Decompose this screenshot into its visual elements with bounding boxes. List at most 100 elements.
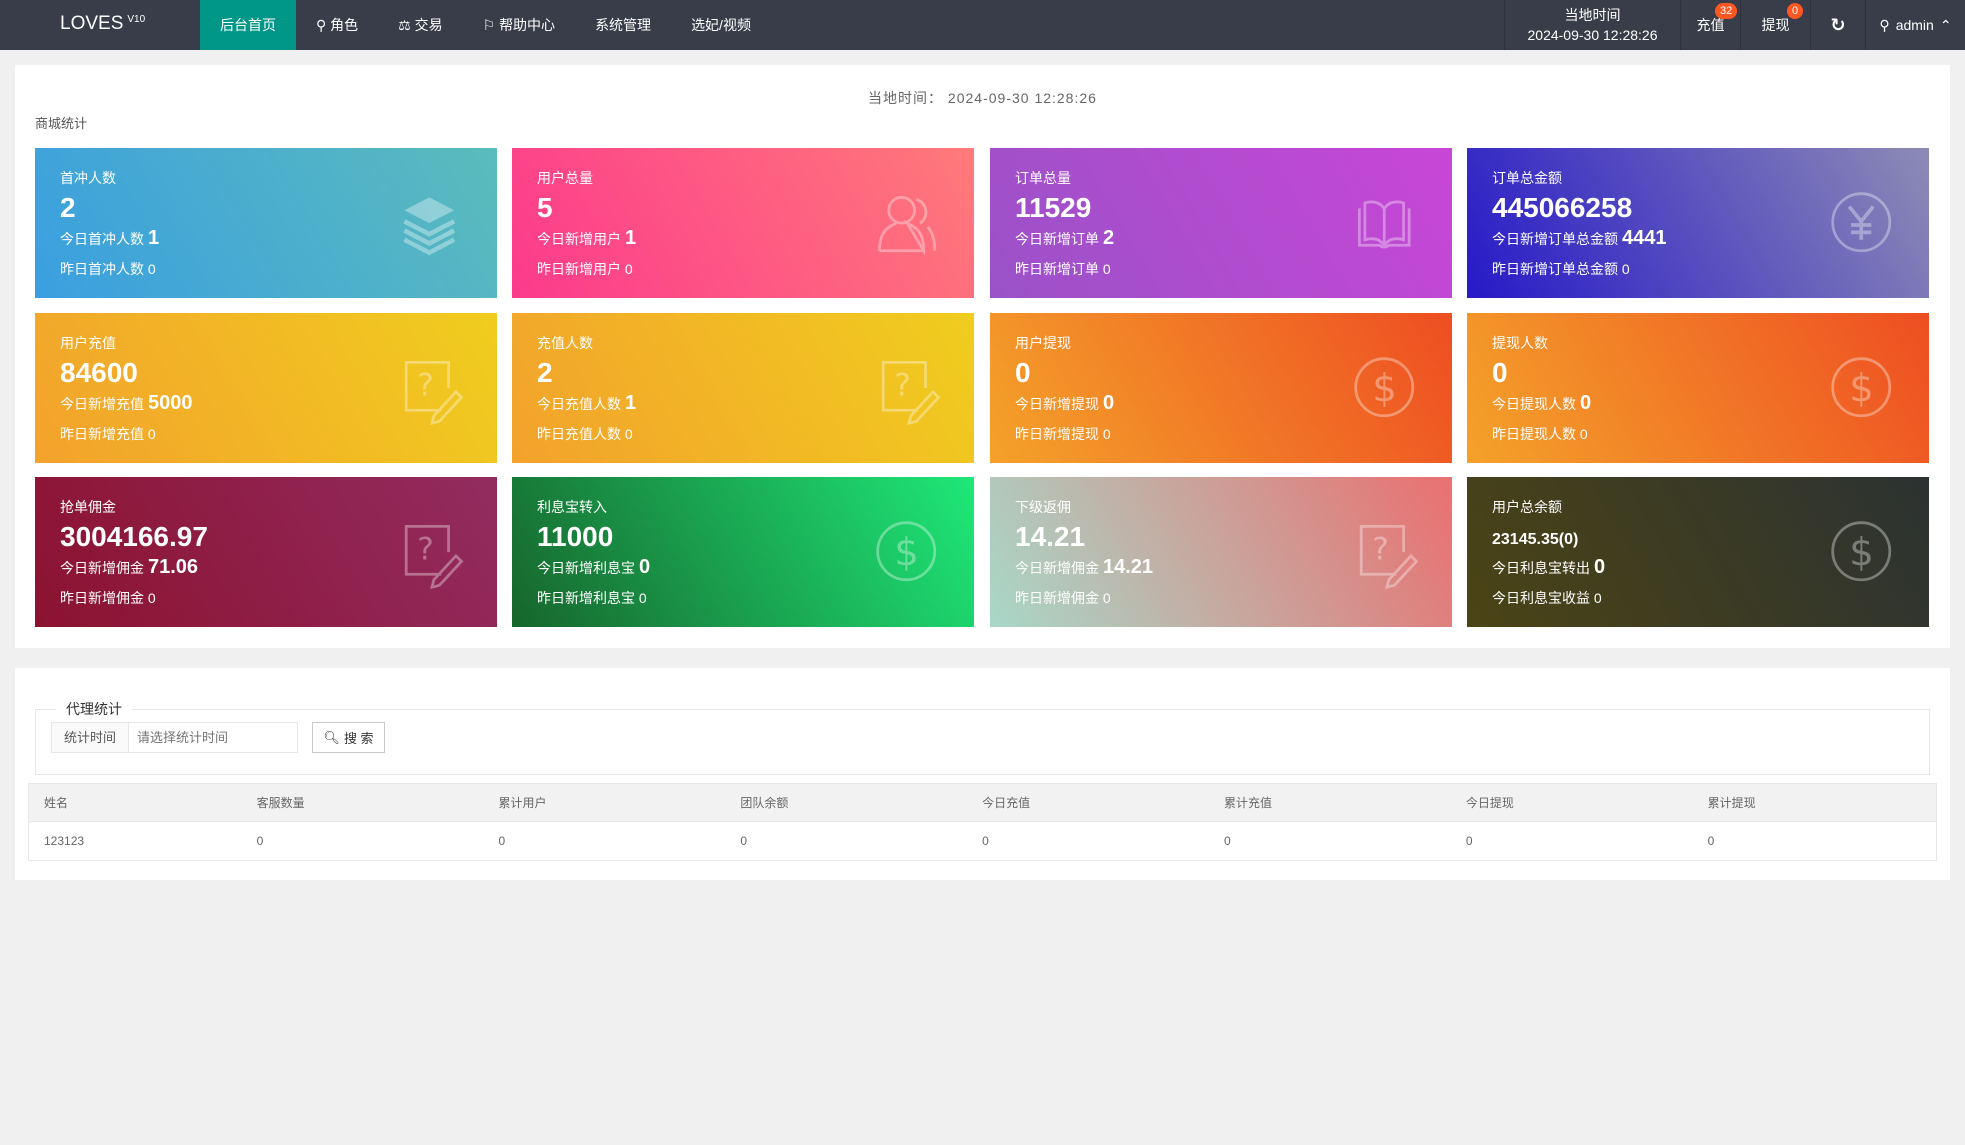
- withdraw-badge: 0: [1787, 3, 1804, 19]
- card-today-value: 71.06: [148, 556, 199, 578]
- card-title: 订单总金额: [1492, 170, 1562, 186]
- refresh-icon[interactable]: ↻: [1810, 0, 1865, 50]
- layers-icon: [403, 197, 456, 256]
- column-header: 客服数量: [241, 783, 484, 822]
- card-value: 11529: [1015, 192, 1092, 223]
- logo: LOVES V10: [60, 13, 145, 35]
- stat-time-label: 统计时间: [52, 723, 129, 752]
- yen-icon: [1831, 192, 1892, 253]
- stat-card: 下级返佣 14.21 今日新增佣金 14.21 昨日新增佣金 0?: [990, 477, 1452, 627]
- mall-stats-panel: 当地时间： 2024-09-30 12:28:26 商城统计 首冲人数 2 今日首冲…: [15, 65, 1950, 648]
- withdraw-button[interactable]: 提现 0: [1740, 0, 1810, 50]
- card-title: 用户充值: [60, 335, 116, 351]
- section-title: 商城统计: [35, 116, 88, 131]
- help-edit-icon: ?: [881, 360, 941, 425]
- nav-item[interactable]: ⚲ 角色: [296, 0, 378, 50]
- username: admin: [1895, 17, 1934, 33]
- column-header: 今日充值: [967, 783, 1209, 822]
- search-label: 搜 索: [343, 731, 374, 746]
- stat-card: 提现人数 0 今日提现人数 0 昨日提现人数 0 $: [1467, 313, 1929, 463]
- nav-item[interactable]: ⚖ 交易: [378, 0, 462, 50]
- card-title: 充值人数: [537, 335, 593, 351]
- card-today-label: 今日新增充值: [60, 396, 144, 412]
- flag-icon: ⚐: [482, 17, 500, 33]
- user-menu[interactable]: ⚲ admin ⌃: [1865, 0, 1965, 50]
- card-today-value: 1: [625, 392, 637, 414]
- card-value: 23145.35(0): [1492, 531, 1579, 548]
- stat-card: 用户总余额 23145.35(0) 今日利息宝转出 0 今日利息宝收益 0 $: [1467, 477, 1929, 627]
- card-today: 今日充值人数 1: [537, 392, 636, 415]
- table-cell: 123123: [27, 821, 242, 861]
- card-value: 2: [60, 192, 76, 223]
- card-yesterday: 昨日首冲人数 0: [60, 261, 156, 277]
- dollar-icon: $: [1831, 357, 1892, 418]
- card-yesterday: 昨日新增佣金 0: [60, 590, 156, 606]
- card-yesterday: 昨日充值人数 0: [537, 426, 633, 442]
- card-value: 14.21: [1015, 521, 1086, 552]
- card-title: 用户总余额: [1492, 499, 1562, 515]
- nav-item[interactable]: ⚐ 帮助中心: [463, 0, 575, 50]
- svg-text:?: ?: [1372, 532, 1389, 568]
- user-icon: ⚲: [316, 17, 331, 33]
- dollar-icon: $: [876, 521, 937, 582]
- recharge-badge: 32: [1715, 3, 1738, 19]
- stat-card: 用户提现 0 今日新增提现 0 昨日新增提现 0 $: [990, 313, 1452, 463]
- nav-item[interactable]: 选妃/视频: [671, 0, 771, 50]
- card-today-label: 今日新增订单: [1015, 231, 1099, 247]
- user-icon: ⚲: [1879, 16, 1890, 33]
- table-row: 123123 0 0 0 0 0 0 0: [27, 821, 1937, 861]
- card-today-value: 1: [148, 227, 160, 249]
- card-title: 利息宝转入: [537, 499, 607, 515]
- stat-time-input[interactable]: [129, 723, 289, 752]
- card-yesterday: 今日利息宝收益 0: [1492, 590, 1602, 606]
- nav-item[interactable]: 系统管理: [575, 0, 671, 50]
- stat-card: 用户充值 84600 今日新增充值 5000 昨日新增充值 0?: [35, 313, 497, 463]
- svg-text:$: $: [894, 530, 919, 575]
- card-today-value: 5000: [148, 392, 193, 414]
- card-today-label: 今日新增用户: [537, 231, 621, 247]
- card-today-value: 4441: [1622, 227, 1667, 249]
- nav-item-label: 后台首页: [220, 17, 276, 33]
- stat-card: 订单总金额 445066258 今日新增订单总金额 4441 昨日新增订单总金额 0: [1467, 148, 1929, 298]
- table-cell: 0: [1450, 821, 1693, 861]
- stat-card: 订单总量 11529 今日新增订单 2 昨日新增订单 0: [990, 148, 1452, 298]
- dollar-icon: $: [1831, 521, 1892, 582]
- card-today-label: 今日利息宝转出: [1492, 560, 1590, 576]
- search-button[interactable]: 🔍︎ 搜 索: [312, 722, 385, 753]
- card-today-value: 1: [625, 227, 637, 249]
- current-time: 当地时间： 2024-09-30 12:28:26: [868, 90, 1097, 106]
- card-today: 今日利息宝转出 0: [1492, 556, 1605, 579]
- card-yesterday: 昨日新增用户 0: [537, 261, 633, 277]
- column-header: 今日提现: [1450, 783, 1693, 822]
- table-cell: 0: [967, 821, 1209, 861]
- stat-card: 利息宝转入 11000 今日新增利息宝 0 昨日新增利息宝 0 $: [512, 477, 974, 627]
- card-today-label: 今日首冲人数: [60, 231, 144, 247]
- nav-item-label: 交易: [414, 17, 443, 33]
- card-yesterday: 昨日新增订单 0: [1015, 261, 1111, 277]
- svg-text:$: $: [1849, 530, 1874, 575]
- card-today: 今日新增订单总金额 4441: [1492, 227, 1667, 250]
- recharge-button[interactable]: 充值 32: [1680, 0, 1740, 50]
- svg-text:$: $: [1372, 366, 1397, 411]
- nav-item[interactable]: 后台首页: [200, 0, 296, 50]
- table-cell: 0: [1208, 821, 1451, 861]
- stat-card: 充值人数 2 今日充值人数 1 昨日充值人数 0?: [512, 313, 974, 463]
- table-cell: 0: [483, 821, 726, 861]
- table-cell: 0: [725, 821, 968, 861]
- agent-legend: 代理统计: [66, 701, 122, 717]
- nav-item-label: 系统管理: [595, 17, 652, 33]
- card-today: 今日新增佣金 14.21: [1015, 556, 1153, 579]
- card-yesterday: 昨日新增佣金 0: [1015, 590, 1111, 606]
- column-header: 姓名: [27, 783, 242, 822]
- nav-item-label: 帮助中心: [499, 17, 556, 33]
- column-header: 累计用户: [483, 783, 726, 822]
- nav-item-label: 角色: [330, 17, 359, 33]
- card-title: 提现人数: [1492, 335, 1548, 351]
- book-icon: [1357, 200, 1411, 249]
- card-title: 下级返佣: [1015, 499, 1071, 515]
- agent-stats-panel: 代理统计 统计时间 🔍︎搜 索 姓名客服数量累计用户团队余额今日充值累计充值今日…: [15, 668, 1950, 880]
- card-today-label: 今日提现人数: [1492, 396, 1576, 412]
- nav-item-label: 选妃/视频: [691, 17, 751, 33]
- card-today: 今日首冲人数 1: [60, 227, 159, 250]
- card-today: 今日新增佣金 71.06: [60, 556, 198, 579]
